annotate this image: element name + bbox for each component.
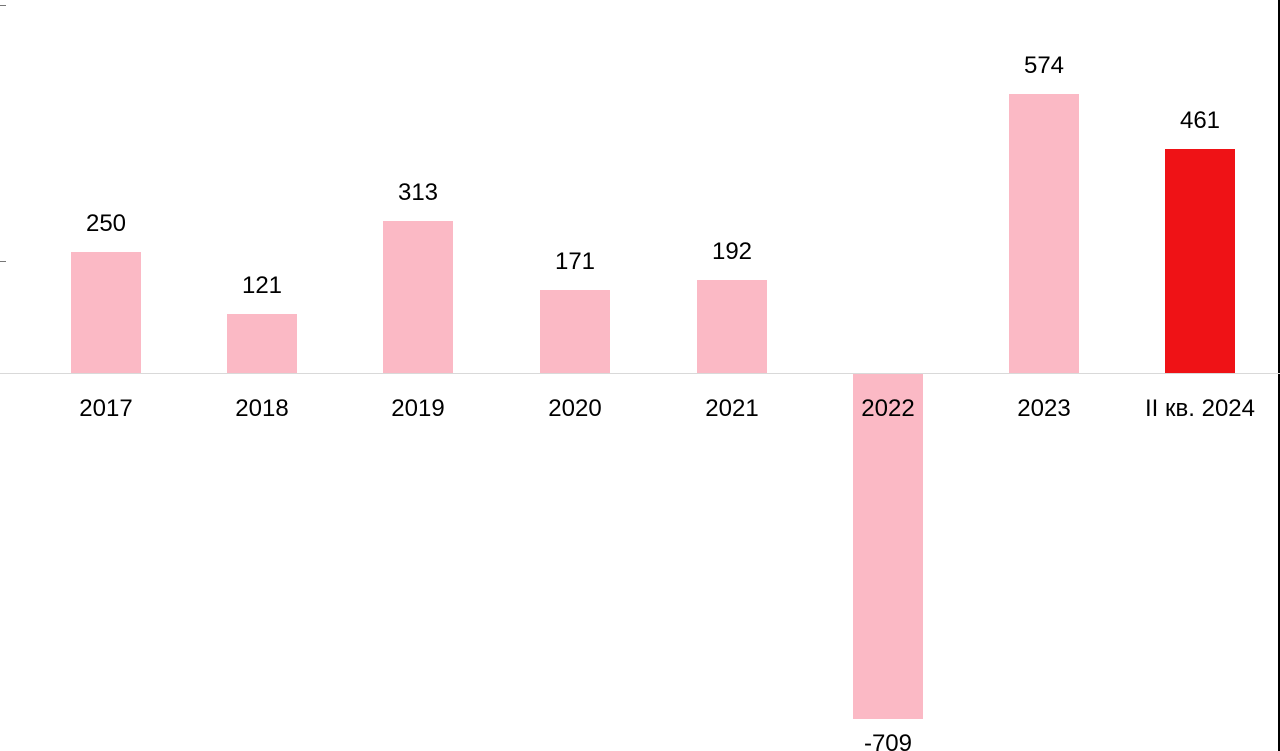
bar [71, 252, 141, 374]
category-label: 2017 [26, 395, 186, 423]
value-label: 192 [662, 238, 802, 266]
category-label: 2022 [808, 395, 968, 423]
category-label: 2021 [652, 395, 812, 423]
bar [697, 280, 767, 373]
category-label: 2019 [338, 395, 498, 423]
left-tick [0, 261, 6, 262]
value-label: 574 [974, 52, 1114, 80]
category-label: 2023 [964, 395, 1124, 423]
bar-chart: 250 2017 121 2018 313 2019 171 2020 192 2021 -709 2… [0, 0, 1280, 751]
category-label: II кв. 2024 [1120, 395, 1280, 423]
bar [853, 374, 923, 719]
bar [1009, 94, 1079, 373]
category-label: 2018 [182, 395, 342, 423]
category-label: 2020 [495, 395, 655, 423]
value-label: 313 [348, 179, 488, 207]
value-label: 121 [192, 272, 332, 300]
bar [227, 314, 297, 373]
value-label: 250 [36, 210, 176, 238]
value-label: 171 [505, 248, 645, 276]
baseline [0, 373, 1280, 374]
bar [1165, 149, 1235, 373]
value-label: -709 [818, 730, 958, 751]
value-label: 461 [1130, 107, 1270, 135]
left-tick [0, 5, 6, 6]
bar [540, 290, 610, 373]
bar [383, 221, 453, 373]
